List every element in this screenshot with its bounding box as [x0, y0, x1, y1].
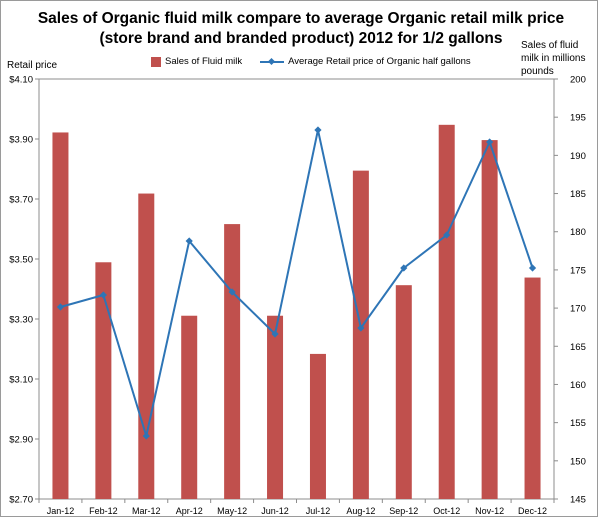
legend-item-sales: Sales of Fluid milk	[151, 56, 242, 67]
left-tick-label: $3.30	[9, 315, 33, 326]
x-tick-label: Dec-12	[518, 506, 547, 516]
x-tick-label: Mar-12	[132, 506, 161, 516]
right-axis-label-line-1: Sales of fluid	[521, 40, 579, 51]
price-point	[142, 432, 150, 440]
x-tick-label: Jan-12	[47, 506, 75, 516]
price-point	[400, 264, 408, 272]
right-axis-label: Sales of fluid milk in millions pounds	[521, 39, 591, 78]
left-tick-label: $4.10	[9, 75, 33, 86]
right-axis-label-line-2: milk in millions	[521, 53, 586, 64]
left-tick-label: $2.70	[9, 495, 33, 506]
bar-sales	[352, 170, 369, 500]
price-point	[228, 288, 236, 296]
x-tick-label: Oct-12	[433, 506, 460, 516]
bar-sales	[52, 132, 69, 500]
bar-sales	[524, 277, 541, 499]
price-point	[486, 138, 494, 146]
x-tick-label: Sep-12	[389, 506, 418, 516]
price-point	[56, 303, 65, 311]
right-tick-label: 160	[570, 380, 586, 391]
bar-sales	[181, 315, 198, 499]
right-tick-label: 155	[570, 418, 586, 429]
right-tick-label: 190	[570, 151, 586, 162]
bar-sales	[224, 224, 241, 499]
bar-sales	[309, 353, 326, 499]
legend-swatch-price	[260, 57, 285, 67]
bar-sales	[481, 140, 498, 499]
price-point	[99, 291, 107, 299]
right-tick-label: 165	[570, 342, 586, 353]
left-tick-label: $3.70	[9, 195, 33, 206]
price-line	[60, 129, 534, 437]
left-tick-label: $3.10	[9, 375, 33, 386]
price-point	[443, 231, 451, 239]
bar-sales	[138, 193, 155, 499]
x-tick-label: Feb-12	[89, 506, 118, 516]
right-tick-label: 180	[570, 227, 586, 238]
left-tick-label: $3.50	[9, 255, 33, 266]
right-tick-label: 195	[570, 113, 586, 124]
chart-title-line-1: Sales of Organic fluid milk compare to a…	[37, 10, 565, 27]
right-tick-label: 185	[570, 189, 586, 200]
bar-sales	[95, 262, 112, 499]
left-tick-label: $3.90	[9, 135, 33, 146]
legend-item-price: Average Retail price of Organic half gal…	[260, 56, 471, 67]
x-tick-label: Aug-12	[346, 506, 375, 516]
price-point	[528, 264, 537, 272]
right-axis-label-line-3: pounds	[521, 66, 554, 77]
right-tick-label: 200	[570, 75, 586, 86]
x-tick-label: Apr-12	[176, 506, 203, 516]
right-tick-label: 175	[570, 265, 586, 276]
legend-label-sales: Sales of Fluid milk	[165, 56, 243, 67]
x-tick-label: Nov-12	[475, 506, 504, 516]
legend-swatch-sales	[151, 56, 161, 67]
left-axis-label: Retail price	[7, 60, 58, 71]
price-point	[185, 237, 193, 245]
chart-legend: Sales of Fluid milk Average Retail price…	[151, 56, 489, 67]
price-point	[314, 126, 322, 134]
right-tick-label: 150	[570, 456, 586, 467]
right-tick-label: 145	[570, 495, 586, 506]
bar-sales	[395, 285, 412, 499]
chart-title: Sales of Organic fluid milk compare to a…	[1, 9, 600, 49]
left-tick-label: $2.90	[9, 435, 33, 446]
bar-sales	[438, 124, 455, 500]
price-point	[357, 324, 365, 332]
x-tick-label: Jul-12	[306, 506, 331, 516]
chart-title-line-2: (store brand and branded product) 2012 f…	[99, 30, 503, 47]
x-tick-label: Jun-12	[261, 506, 289, 516]
price-point	[271, 330, 279, 338]
bar-sales	[267, 315, 284, 499]
legend-label-price: Average Retail price of Organic half gal…	[288, 56, 471, 67]
x-tick-label: May-12	[217, 506, 247, 516]
plot-area-border	[38, 78, 555, 500]
right-tick-label: 170	[570, 304, 586, 315]
